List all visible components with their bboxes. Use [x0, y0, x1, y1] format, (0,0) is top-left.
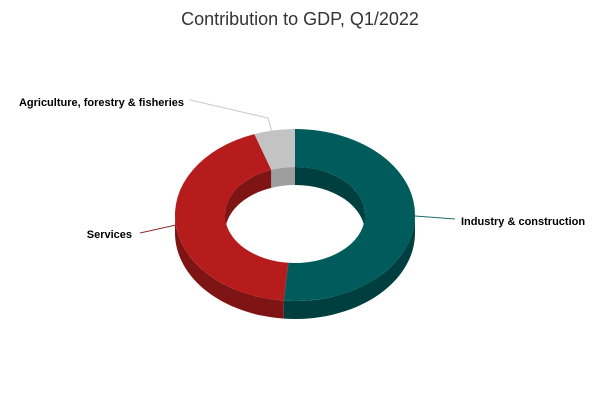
leader-lines [139, 99, 456, 234]
chart-title: Contribution to GDP, Q1/2022 [181, 9, 419, 29]
slice-outer-side-services [175, 215, 284, 319]
slice-label-industry-construction: Industry & construction [461, 216, 585, 228]
slice-label-services: Services [87, 229, 132, 241]
leader-line-services [139, 224, 177, 234]
slice-inner-side-services [225, 169, 272, 233]
slice-outer-side-industry-construction [283, 215, 415, 319]
leader-line-agriculture-forestry-fisheries [189, 99, 273, 133]
slice-inner-side-industry-construction [295, 167, 365, 233]
slice-services [175, 134, 289, 301]
slice-label-agriculture-forestry-fisheries: Agriculture, forestry & fisheries [19, 97, 184, 109]
slice-labels: Industry & construction Services Agricultu… [19, 97, 585, 241]
donut-sides [175, 167, 415, 319]
slice-inner-side-agriculture-forestry-fisheries [271, 167, 295, 188]
leader-line-industry-construction [414, 215, 456, 220]
slice-industry-construction [283, 129, 416, 301]
donut-tops [175, 129, 416, 301]
slice-agriculture-forestry-fisheries [254, 129, 295, 170]
